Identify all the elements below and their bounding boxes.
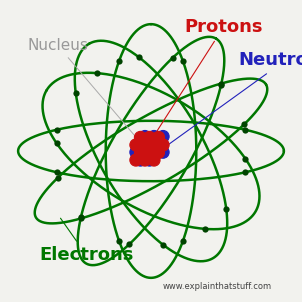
Circle shape [134,154,146,166]
Circle shape [139,154,151,166]
Circle shape [148,139,160,151]
Text: Electrons: Electrons [39,218,133,264]
Circle shape [157,130,169,143]
Circle shape [143,138,156,150]
Circle shape [143,146,156,159]
Circle shape [134,146,146,159]
Circle shape [143,154,156,166]
Circle shape [153,131,165,143]
Circle shape [134,138,146,150]
Circle shape [148,130,160,143]
Circle shape [153,146,165,159]
Text: Neutrons: Neutrons [164,51,302,148]
Circle shape [130,146,142,158]
Circle shape [148,154,160,166]
Circle shape [130,139,142,151]
Circle shape [143,131,156,143]
Circle shape [157,146,169,158]
Circle shape [153,138,165,150]
Text: Protons: Protons [153,18,263,138]
Circle shape [157,139,169,151]
Circle shape [134,131,146,143]
Circle shape [139,130,151,143]
Circle shape [139,139,151,151]
Text: Nucleus: Nucleus [27,38,145,147]
Text: www.explainthatstuff.com: www.explainthatstuff.com [163,281,272,291]
Circle shape [148,146,160,158]
Circle shape [130,154,142,166]
Circle shape [139,146,151,158]
